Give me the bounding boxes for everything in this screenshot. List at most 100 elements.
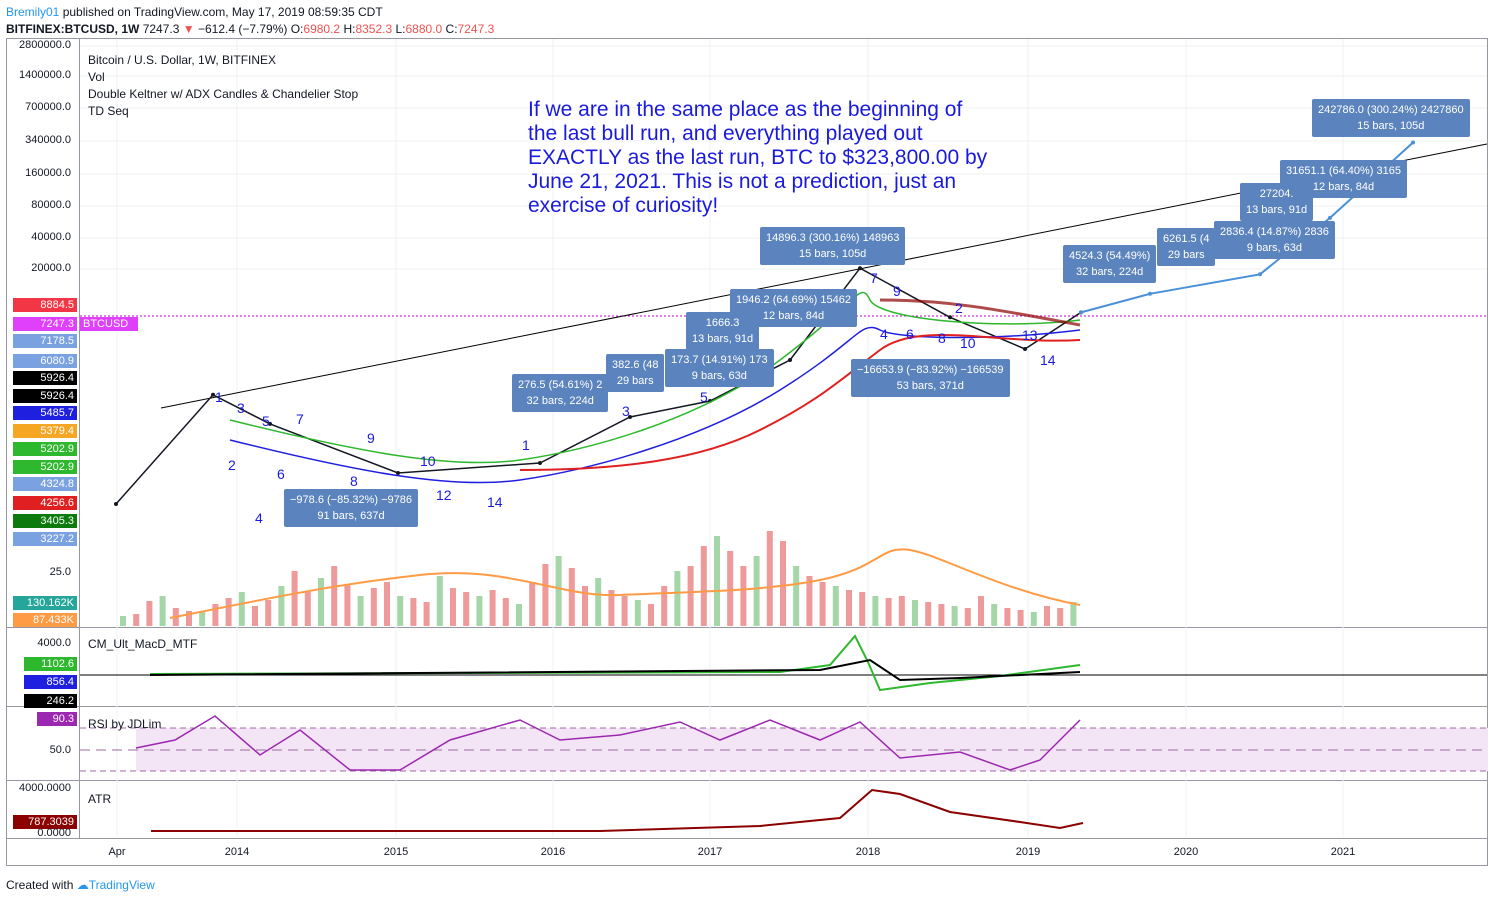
volume-bar — [951, 606, 958, 626]
atr-line — [151, 788, 1084, 832]
price-badge: 5379.4 — [13, 424, 77, 438]
macd-axis-label: 4000.0 — [37, 637, 71, 649]
keltner-mid-band — [229, 291, 1081, 464]
footer-brand[interactable]: TradingView — [88, 878, 155, 892]
author-link[interactable]: Bremily01 — [6, 5, 60, 19]
td-count-label: 3 — [237, 400, 245, 416]
measure-box[interactable]: 14896.3 (300.16%) 148963 15 bars, 105d — [760, 227, 906, 265]
measure-box[interactable]: −978.6 (−85.32%) −9786 91 bars, 637d — [284, 489, 419, 527]
volume-bar — [436, 576, 443, 626]
volume-bar — [700, 546, 707, 626]
measure-box[interactable]: 27204. 13 bars, 91d — [1240, 183, 1314, 221]
pane-divider — [6, 706, 1488, 707]
volume-bar — [489, 590, 496, 626]
volume-bar — [1057, 608, 1064, 626]
high-label: H: — [343, 22, 356, 36]
low-value: 6880.0 — [405, 22, 443, 36]
measure-box-line1: 1946.2 (64.69%) 15462 — [736, 294, 851, 306]
price-badge: 4324.8 — [13, 477, 77, 491]
open-label: O: — [290, 22, 304, 36]
price-badge: 7247.3 — [13, 317, 77, 331]
vol-legend[interactable]: Vol — [88, 70, 105, 84]
volume-bar — [740, 566, 747, 626]
atr-axis-label-top: 4000.0000 — [19, 782, 71, 794]
atr-legend[interactable]: ATR — [88, 792, 112, 806]
footer: Created with ☁TradingView — [6, 878, 155, 892]
price-badge: 87.433K — [13, 613, 77, 627]
tradingview-logo-icon[interactable]: ☁ — [76, 878, 89, 892]
price-axis-label: 40000.0 — [31, 231, 71, 243]
time-axis-label: 2020 — [1173, 846, 1199, 858]
price-badge: 246.2 — [24, 694, 77, 708]
measure-box[interactable]: 1666.3 13 bars, 91d — [686, 312, 760, 350]
price-axis-label: 20000.0 — [31, 262, 71, 274]
volume-bar — [661, 586, 668, 626]
main-legend-title[interactable]: Bitcoin / U.S. Dollar, 1W, BITFINEX — [88, 53, 277, 67]
volume-bar — [1004, 608, 1011, 626]
volume-bar — [991, 604, 998, 626]
btc-price-line-point — [788, 358, 792, 362]
measure-box[interactable]: 382.6 (48 29 bars — [606, 354, 665, 392]
time-axis-label: 2016 — [540, 846, 566, 858]
measure-box[interactable]: 173.7 (14.91%) 173 9 bars, 63d — [665, 349, 774, 387]
price-axis-label: 25.0 — [49, 566, 71, 578]
measure-box[interactable]: 242786.0 (300.24%) 2427860 15 bars, 105d — [1312, 99, 1470, 137]
td-count-label: 6 — [906, 326, 914, 342]
publish-text: published on TradingView.com, May 17, 20… — [59, 5, 383, 19]
volume-bar — [1017, 610, 1024, 626]
volume-bar — [766, 531, 773, 626]
volume-bar — [687, 566, 694, 626]
measure-box[interactable]: 2836.4 (14.87%) 2836 9 bars, 63d — [1214, 221, 1335, 259]
macd-legend[interactable]: CM_Ult_MacD_MTF — [88, 637, 198, 651]
price-axis-divider — [79, 38, 80, 838]
measure-box[interactable]: 4524.3 (54.49%) 32 bars, 224d — [1063, 245, 1157, 283]
td-count-label: 2 — [228, 457, 236, 473]
measure-box[interactable]: −16653.9 (−83.92%) −166539 53 bars, 371d — [851, 359, 1010, 397]
tdseq-legend[interactable]: TD Seq — [88, 104, 129, 118]
chart-frame[interactable] — [6, 38, 1488, 866]
keltner-legend[interactable]: Double Keltner w/ ADX Candles & Chandeli… — [88, 87, 359, 101]
volume-bar — [714, 536, 720, 626]
last-price: 7247.3 — [142, 22, 180, 36]
measure-box[interactable]: 6261.5 (4 29 bars — [1157, 228, 1216, 266]
price-badge: 1102.6 — [24, 657, 77, 671]
down-arrow-icon: ▼ — [182, 22, 195, 36]
td-count-label: 7 — [870, 270, 878, 286]
rsi-legend[interactable]: RSI by JDLim — [88, 717, 162, 731]
td-count-label: 14 — [1040, 352, 1056, 368]
publish-line: Bremily01 published on TradingView.com, … — [6, 5, 383, 19]
time-axis-label: 2018 — [855, 846, 881, 858]
volume-bar — [595, 578, 602, 626]
td-count-label: 13 — [1022, 327, 1038, 343]
btc-price-line-point — [268, 421, 272, 426]
measure-box-line2: 9 bars, 63d — [691, 370, 747, 382]
volume-bar — [357, 596, 364, 626]
price-badge: 787.3039 — [13, 815, 77, 829]
pane-divider — [6, 780, 1488, 781]
measure-box-line2: 12 bars, 84d — [762, 310, 825, 322]
volume-bar — [265, 600, 272, 626]
price-axis-label: 160000.0 — [25, 167, 71, 179]
price-badge: BTCUSD — [80, 317, 138, 331]
price-badge: 6080.9 — [13, 354, 77, 368]
volume-bar — [753, 556, 760, 626]
measure-box-line1: 4524.3 (54.49%) — [1069, 250, 1151, 262]
btc-price-line-point — [1023, 347, 1027, 351]
measure-box-line2: 15 bars, 105d — [799, 248, 867, 260]
measure-box-line1: 382.6 (48 — [612, 359, 659, 371]
measure-box-line2: 32 bars, 224d — [526, 395, 594, 407]
measure-box-line2: 13 bars, 91d — [692, 333, 754, 345]
chandelier-stop — [519, 333, 1081, 471]
measure-box-line1: 27204. — [1259, 188, 1294, 200]
volume-bar — [964, 608, 971, 626]
price-axis-label: 700000.0 — [25, 101, 71, 113]
td-count-label: 4 — [255, 510, 263, 526]
measure-box-line2: 12 bars, 84d — [1312, 181, 1375, 193]
annotation-text[interactable]: If we are in the same place as the begin… — [528, 98, 988, 217]
volume-bar — [159, 596, 166, 626]
volume-bar — [898, 596, 905, 626]
volume-bar — [278, 586, 285, 626]
measure-box[interactable]: 276.5 (54.61%) 2 32 bars, 224d — [512, 374, 609, 412]
open-value: 6980.2 — [303, 22, 341, 36]
